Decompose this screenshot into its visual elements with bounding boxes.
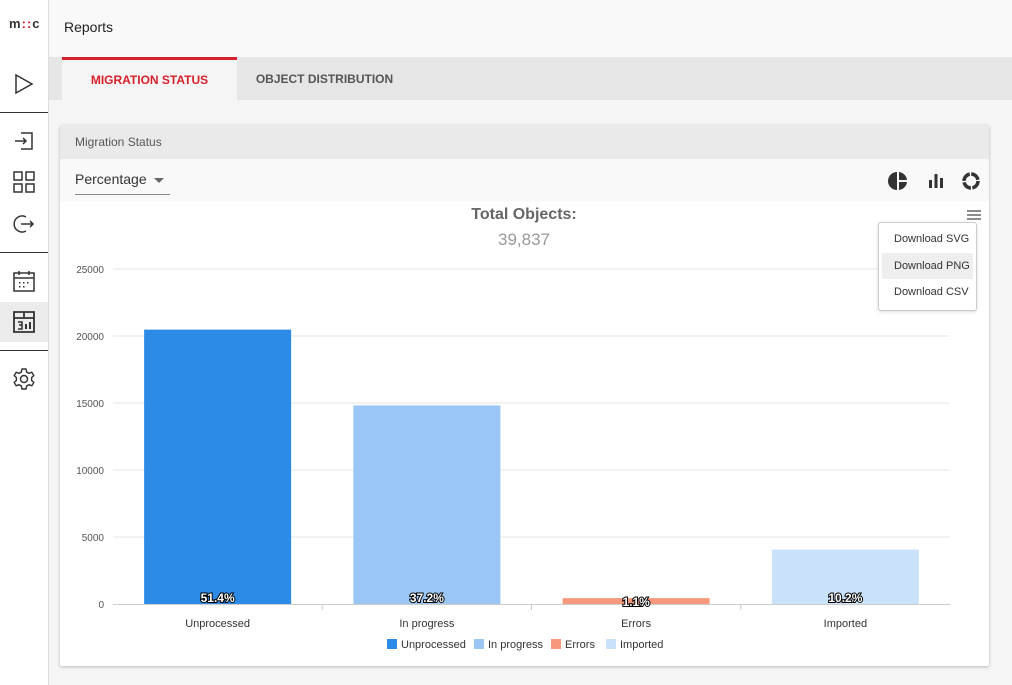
- data-label: 51.4%: [201, 591, 235, 605]
- export-menu: Download SVG Download PNG Download CSV: [878, 222, 977, 311]
- y-tick-label: 15000: [76, 399, 104, 410]
- card-title: Migration Status: [60, 125, 989, 159]
- y-tick-label: 20000: [76, 332, 104, 343]
- chart-menu-icon[interactable]: [966, 209, 982, 221]
- calendar-icon: [13, 271, 35, 292]
- bar-chart-icon[interactable]: [926, 171, 946, 191]
- x-tick-label: Errors: [621, 618, 651, 630]
- sidebar-item-reports[interactable]: [0, 302, 48, 342]
- y-tick-label: 5000: [82, 533, 105, 544]
- data-label: 37.2%: [410, 591, 444, 605]
- sidebar-item-export[interactable]: [0, 204, 48, 244]
- sidebar-item-run[interactable]: [0, 64, 48, 104]
- gear-icon: [13, 368, 35, 390]
- logo: m::c: [9, 16, 41, 31]
- legend-entry: Unprocessed: [401, 639, 466, 651]
- x-tick-label: Unprocessed: [185, 618, 250, 630]
- x-tick-label: In progress: [399, 618, 455, 630]
- divider: [0, 112, 48, 113]
- header: Reports: [49, 0, 1012, 57]
- legend-swatch: [606, 639, 616, 649]
- sidebar: m::c: [0, 0, 49, 685]
- data-label: 10.2%: [828, 591, 862, 605]
- grid-icon: [13, 171, 35, 193]
- tab-bar: MIGRATION STATUS OBJECT DISTRIBUTION: [49, 57, 1012, 100]
- donut-chart-icon[interactable]: [961, 171, 981, 191]
- chart-toolbar: Percentage: [60, 159, 989, 202]
- sidebar-item-settings[interactable]: [0, 359, 48, 399]
- download-csv-item[interactable]: Download CSV: [894, 286, 969, 298]
- pie-chart-icon[interactable]: [888, 171, 908, 191]
- divider: [0, 252, 48, 253]
- sidebar-item-import[interactable]: [0, 121, 48, 161]
- reports-icon: [13, 311, 35, 333]
- import-icon: [15, 132, 33, 150]
- tab-migration-status[interactable]: MIGRATION STATUS: [62, 57, 237, 100]
- divider: [0, 350, 48, 351]
- chart-title: Total Objects:: [471, 206, 577, 223]
- download-png-item[interactable]: Download PNG: [882, 252, 973, 279]
- value-mode-select[interactable]: Percentage: [75, 171, 170, 195]
- sidebar-item-schedule[interactable]: [0, 261, 48, 301]
- y-tick-label: 25000: [76, 265, 104, 276]
- chart-subtitle: 39,837: [498, 230, 550, 249]
- x-tick-label: Imported: [824, 618, 867, 630]
- data-label: 1.1%: [622, 595, 650, 609]
- export-icon: [13, 215, 35, 233]
- legend-entry: Errors: [565, 639, 595, 651]
- tab-object-distribution[interactable]: OBJECT DISTRIBUTION: [255, 71, 394, 86]
- legend-swatch: [474, 639, 484, 649]
- legend-entry: In progress: [488, 639, 544, 651]
- page-title: Reports: [64, 19, 114, 35]
- legend-entry: Imported: [620, 639, 663, 651]
- bar-errors: [562, 598, 710, 604]
- select-value: Percentage: [75, 171, 147, 187]
- y-tick-label: 10000: [76, 466, 104, 477]
- chevron-down-icon: [154, 178, 164, 183]
- bar-unprocessed: [144, 329, 292, 604]
- download-svg-item[interactable]: Download SVG: [894, 233, 970, 245]
- sidebar-item-dashboard[interactable]: [0, 162, 48, 202]
- bar-imported: [771, 549, 919, 604]
- bar-in-progress: [353, 405, 501, 604]
- play-icon: [15, 73, 34, 95]
- legend-swatch: [387, 639, 397, 649]
- bar-chart: Total Objects: 39,837 0 5000 10000 15000 20000…: [76, 206, 950, 651]
- y-tick-label: 0: [98, 600, 104, 611]
- legend-swatch: [551, 639, 561, 649]
